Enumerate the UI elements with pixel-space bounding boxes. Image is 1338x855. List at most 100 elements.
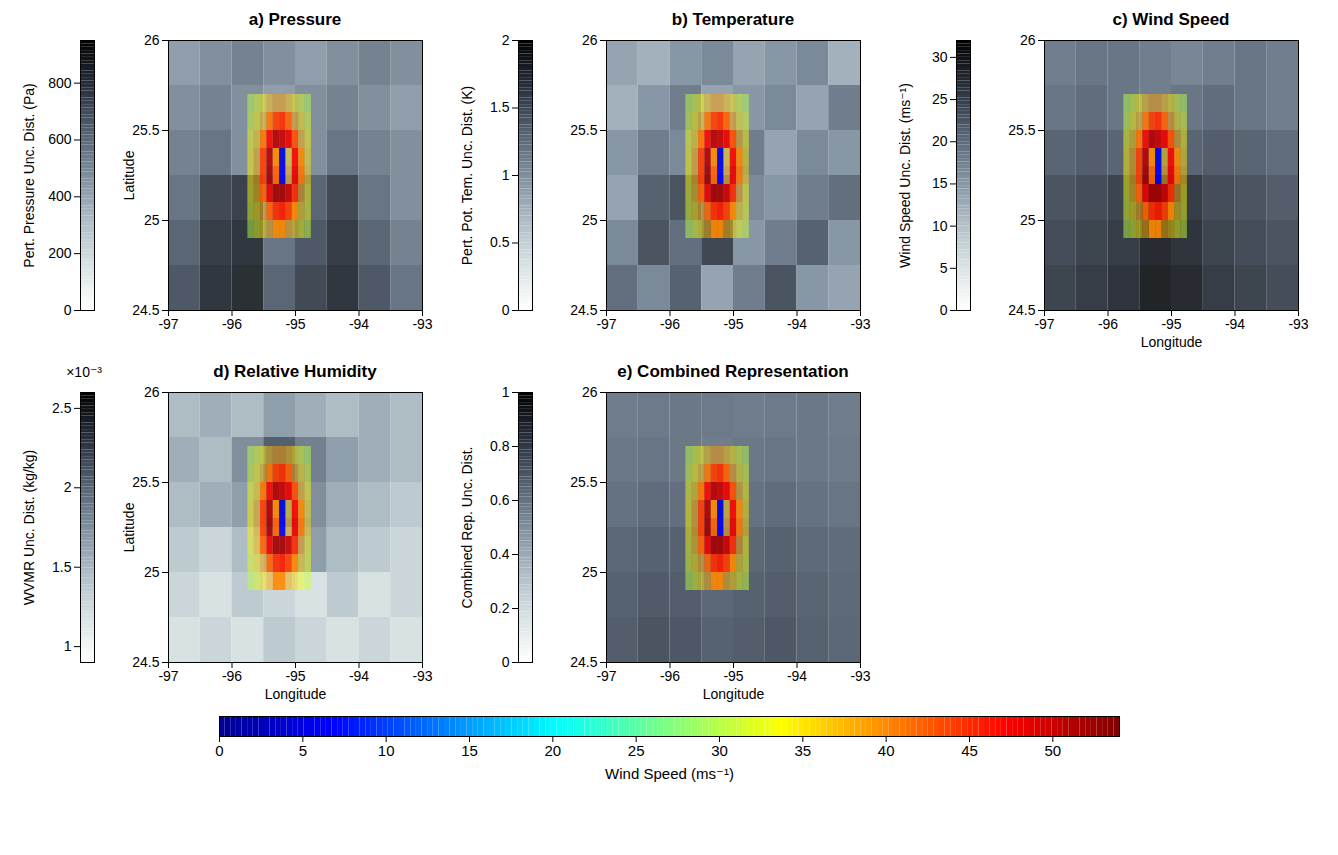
svg-text:Longitude: Longitude [703, 686, 765, 702]
svg-text:Wind Speed Unc. Dist. (ms⁻¹): Wind Speed Unc. Dist. (ms⁻¹) [897, 83, 913, 268]
svg-text:0: 0 [64, 302, 72, 318]
svg-text:0: 0 [215, 742, 223, 759]
svg-text:25: 25 [582, 564, 598, 580]
svg-text:25: 25 [144, 212, 160, 228]
svg-text:25: 25 [1020, 212, 1036, 228]
svg-text:0.4: 0.4 [490, 546, 510, 562]
svg-text:40: 40 [878, 742, 895, 759]
svg-text:-97: -97 [158, 316, 178, 332]
svg-text:-94: -94 [349, 316, 369, 332]
svg-text:5: 5 [299, 742, 307, 759]
svg-text:-96: -96 [660, 316, 680, 332]
svg-text:-94: -94 [787, 668, 807, 684]
svg-text:-96: -96 [222, 316, 242, 332]
svg-text:24.5: 24.5 [132, 302, 159, 318]
svg-text:26: 26 [1020, 32, 1036, 48]
svg-text:2.5: 2.5 [52, 400, 72, 416]
svg-text:-95: -95 [1161, 316, 1181, 332]
svg-text:Longitude: Longitude [265, 686, 327, 702]
svg-text:Longitude: Longitude [1141, 334, 1203, 350]
svg-text:800: 800 [48, 75, 72, 91]
svg-text:25.5: 25.5 [132, 474, 159, 490]
html-text:d) Relative Humidity: d) Relative Humidity [213, 362, 377, 381]
svg-text:1: 1 [502, 167, 510, 183]
svg-text:10: 10 [932, 218, 948, 234]
svg-text:Pert. Pressure Unc. Dist. (Pa): Pert. Pressure Unc. Dist. (Pa) [21, 83, 37, 267]
svg-text:1: 1 [502, 384, 510, 400]
svg-text:-96: -96 [222, 668, 242, 684]
svg-text:-93: -93 [412, 316, 432, 332]
html-text:b) Temperature: b) Temperature [671, 10, 795, 29]
svg-text:Latitude: Latitude [121, 150, 137, 200]
svg-text:400: 400 [48, 188, 72, 204]
svg-text:35: 35 [794, 742, 811, 759]
svg-text:0.6: 0.6 [490, 492, 510, 508]
svg-text:24.5: 24.5 [570, 302, 597, 318]
svg-text:-95: -95 [285, 668, 305, 684]
svg-text:26: 26 [144, 32, 160, 48]
svg-text:30: 30 [711, 742, 728, 759]
svg-text:-97: -97 [596, 316, 616, 332]
svg-text:-96: -96 [1098, 316, 1118, 332]
svg-text:-95: -95 [723, 316, 743, 332]
svg-text:Combined Rep. Unc. Dist.: Combined Rep. Unc. Dist. [459, 447, 475, 609]
svg-text:15: 15 [932, 175, 948, 191]
svg-text:-95: -95 [723, 668, 743, 684]
svg-text:25: 25 [582, 212, 598, 228]
svg-text:0.5: 0.5 [490, 234, 510, 250]
svg-text:30: 30 [932, 49, 948, 65]
svg-text:-93: -93 [412, 668, 432, 684]
html-text:×10⁻³: ×10⁻³ [66, 364, 102, 380]
svg-text:-93: -93 [1288, 316, 1308, 332]
svg-text:1.5: 1.5 [52, 559, 72, 575]
svg-text:-96: -96 [660, 668, 680, 684]
svg-text:24.5: 24.5 [1008, 302, 1035, 318]
svg-text:25.5: 25.5 [1008, 122, 1035, 138]
svg-text:25.5: 25.5 [570, 474, 597, 490]
svg-text:-94: -94 [1225, 316, 1245, 332]
svg-text:45: 45 [961, 742, 978, 759]
svg-text:-97: -97 [1034, 316, 1054, 332]
svg-text:24.5: 24.5 [132, 654, 159, 670]
svg-text:25: 25 [144, 564, 160, 580]
svg-text:25.5: 25.5 [132, 122, 159, 138]
svg-text:25: 25 [628, 742, 645, 759]
svg-text:Pert. Pot. Tem. Unc. Dist. (K): Pert. Pot. Tem. Unc. Dist. (K) [459, 86, 475, 265]
svg-text:20: 20 [544, 742, 561, 759]
svg-text:15: 15 [461, 742, 478, 759]
svg-text:1: 1 [64, 638, 72, 654]
svg-text:600: 600 [48, 131, 72, 147]
svg-text:-97: -97 [158, 668, 178, 684]
svg-text:2: 2 [64, 479, 72, 495]
svg-text:Wind Speed (ms⁻¹): Wind Speed (ms⁻¹) [605, 765, 734, 782]
svg-text:1.5: 1.5 [490, 99, 510, 115]
svg-text:26: 26 [582, 32, 598, 48]
html-text:a) Pressure: a) Pressure [248, 10, 342, 29]
svg-text:26: 26 [582, 384, 598, 400]
svg-text:0.2: 0.2 [490, 600, 510, 616]
svg-text:5: 5 [940, 260, 948, 276]
svg-text:-93: -93 [850, 668, 870, 684]
svg-text:-95: -95 [285, 316, 305, 332]
svg-text:2: 2 [502, 32, 510, 48]
svg-text:0: 0 [502, 654, 510, 670]
html-text:e) Combined Representation: e) Combined Representation [617, 362, 849, 381]
svg-text:26: 26 [144, 384, 160, 400]
svg-text:-93: -93 [850, 316, 870, 332]
svg-text:-97: -97 [596, 668, 616, 684]
svg-text:25.5: 25.5 [570, 122, 597, 138]
svg-text:24.5: 24.5 [570, 654, 597, 670]
svg-text:-94: -94 [349, 668, 369, 684]
svg-text:0: 0 [502, 302, 510, 318]
svg-text:200: 200 [48, 245, 72, 261]
svg-text:20: 20 [932, 133, 948, 149]
svg-text:10: 10 [378, 742, 395, 759]
svg-text:50: 50 [1044, 742, 1061, 759]
svg-text:25: 25 [932, 91, 948, 107]
html-text:c) Wind Speed: c) Wind Speed [1112, 10, 1230, 29]
svg-text:Latitude: Latitude [121, 502, 137, 552]
svg-text:0: 0 [940, 302, 948, 318]
svg-text:WVMR Unc. Dist. (kg/kg): WVMR Unc. Dist. (kg/kg) [21, 450, 37, 606]
svg-text:-94: -94 [787, 316, 807, 332]
svg-text:0.8: 0.8 [490, 438, 510, 454]
